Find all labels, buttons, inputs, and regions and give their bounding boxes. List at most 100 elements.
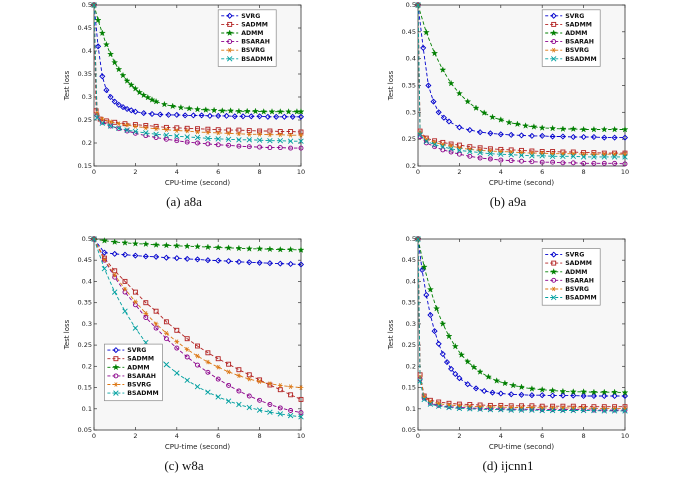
chart-figure-a8a: 0 2 4 6 8 10 0.15 0.2 0.25 0.3 0.35 0.4 0.45 0.5 CPU-t… (60, 0, 308, 210)
chart-a8a: 0 2 4 6 8 10 0.15 0.2 0.25 0.3 0.35 0.4 0.45 0.5 CPU-t… (63, 1, 305, 187)
svg-text:0.5: 0.5 (406, 1, 416, 9)
series-BSARAH (91, 236, 304, 416)
y-axis-label: Test loss (387, 319, 395, 350)
svg-text:BSVRG: BSVRG (241, 47, 265, 54)
x-axis-label: CPU-time (second) (165, 179, 230, 187)
axes: 0 2 4 6 8 10 0.05 0.1 0.15 0.2 0.25 0.3 0.35 0.4 0.45 0… (387, 235, 629, 451)
svg-text:0.2: 0.2 (82, 362, 92, 370)
svg-text:0.2: 0.2 (82, 139, 92, 147)
svg-text:10: 10 (297, 432, 305, 440)
svg-text:0.25: 0.25 (78, 341, 92, 349)
svg-text:8: 8 (258, 168, 262, 176)
series-SADMM (91, 236, 304, 402)
svg-text:2: 2 (133, 168, 137, 176)
svg-text:BSADMM: BSADMM (127, 390, 158, 397)
svg-text:BSARAH: BSARAH (241, 39, 270, 46)
svg-text:0.3: 0.3 (82, 93, 92, 101)
svg-text:SVRG: SVRG (241, 13, 260, 20)
axes: 0 2 4 6 8 10 0.05 0.1 0.15 0.2 0.25 0.3 0.35 0.4 0.45 0… (63, 235, 305, 451)
svg-text:0.5: 0.5 (82, 235, 92, 243)
svg-text:0.3: 0.3 (82, 320, 92, 328)
svg-text:BSVRG: BSVRG (565, 47, 589, 54)
svg-text:2: 2 (457, 168, 461, 176)
svg-text:0.15: 0.15 (402, 384, 416, 392)
svg-text:8: 8 (582, 168, 586, 176)
svg-text:0.5: 0.5 (406, 235, 416, 243)
svg-text:0.25: 0.25 (78, 116, 92, 124)
series-SVRG (414, 1, 629, 141)
chart-ijcnn1: 0 2 4 6 8 10 0.05 0.1 0.15 0.2 0.25 0.3 0.35 0.4 0.45 0… (387, 235, 629, 451)
svg-text:0.45: 0.45 (78, 24, 92, 32)
y-axis-label: Test loss (387, 70, 395, 101)
svg-text:SADMM: SADMM (127, 356, 154, 363)
series-BSVRG (91, 236, 304, 390)
svg-text:0.3: 0.3 (406, 320, 416, 328)
series-ADMM (90, 1, 305, 115)
svg-text:0.05: 0.05 (402, 426, 416, 434)
svg-text:6: 6 (216, 168, 220, 176)
svg-text:4: 4 (499, 432, 503, 440)
svg-text:0.05: 0.05 (78, 426, 92, 434)
series-BSVRG (91, 2, 304, 138)
svg-text:BSADMM: BSADMM (241, 56, 272, 63)
svg-text:0.4: 0.4 (406, 55, 416, 63)
svg-text:0.1: 0.1 (406, 405, 416, 413)
svg-text:0.2: 0.2 (406, 162, 416, 170)
chart-figure-w8a: 0 2 4 6 8 10 0.05 0.1 0.15 0.2 0.25 0.3 0.35 0.4 0.45 0… (60, 234, 308, 474)
svg-text:0.35: 0.35 (402, 299, 416, 307)
svg-text:BSADMM: BSADMM (565, 295, 596, 302)
series-ADMM (414, 1, 629, 133)
svg-text:ADMM: ADMM (565, 30, 587, 37)
axes: 0 2 4 6 8 10 0.2 0.25 0.3 0.35 0.4 0.45 0.5 CPU-time … (387, 1, 629, 187)
series-ADMM (90, 235, 305, 253)
x-axis-label: CPU-time (second) (165, 443, 230, 451)
series-BSVRG (415, 236, 628, 411)
svg-text:0.4: 0.4 (82, 277, 92, 285)
svg-text:SVRG: SVRG (565, 13, 584, 20)
svg-text:0.3: 0.3 (406, 108, 416, 116)
y-axis-label: Test loss (63, 70, 71, 101)
svg-text:SADMM: SADMM (565, 21, 592, 28)
svg-text:SADMM: SADMM (565, 260, 592, 267)
svg-text:10: 10 (621, 432, 629, 440)
chart-caption-ijcnn1: (d) ijcnn1 (482, 458, 534, 473)
svg-text:0.4: 0.4 (406, 277, 416, 285)
svg-text:0.45: 0.45 (78, 256, 92, 264)
svg-text:SVRG: SVRG (565, 252, 584, 259)
series-BSARAH (415, 2, 628, 167)
svg-text:0.15: 0.15 (78, 384, 92, 392)
svg-text:6: 6 (540, 168, 544, 176)
svg-text:0.45: 0.45 (402, 256, 416, 264)
svg-text:0.4: 0.4 (82, 47, 92, 55)
y-axis-label: Test loss (63, 319, 71, 350)
series-BSADMM (415, 2, 628, 160)
svg-text:0: 0 (416, 168, 420, 176)
svg-text:BSARAH: BSARAH (565, 39, 594, 46)
x-axis-label: CPU-time (second) (489, 179, 554, 187)
chart-figure-a9a: 0 2 4 6 8 10 0.2 0.25 0.3 0.35 0.4 0.45 0.5 CPU-time … (384, 0, 632, 210)
chart-caption-w8a: (c) w8a (164, 458, 204, 473)
chart-caption-a8a: (a) a8a (166, 194, 202, 209)
series-SVRG (90, 235, 305, 268)
svg-text:0.35: 0.35 (402, 82, 416, 90)
svg-text:0.1: 0.1 (82, 405, 92, 413)
svg-text:0: 0 (92, 432, 96, 440)
svg-text:BSVRG: BSVRG (565, 286, 589, 293)
svg-text:SVRG: SVRG (127, 347, 146, 354)
svg-text:10: 10 (621, 168, 629, 176)
svg-text:ADMM: ADMM (127, 364, 149, 371)
svg-text:0.25: 0.25 (402, 135, 416, 143)
series-SVRG (414, 235, 629, 400)
svg-text:BSARAH: BSARAH (127, 373, 156, 380)
svg-text:10: 10 (297, 168, 305, 176)
svg-text:BSARAH: BSARAH (565, 277, 594, 284)
svg-text:0: 0 (92, 168, 96, 176)
svg-text:4: 4 (175, 432, 179, 440)
svg-text:0.15: 0.15 (78, 162, 92, 170)
svg-text:0.2: 0.2 (406, 362, 416, 370)
svg-text:6: 6 (216, 432, 220, 440)
svg-text:0.35: 0.35 (78, 299, 92, 307)
